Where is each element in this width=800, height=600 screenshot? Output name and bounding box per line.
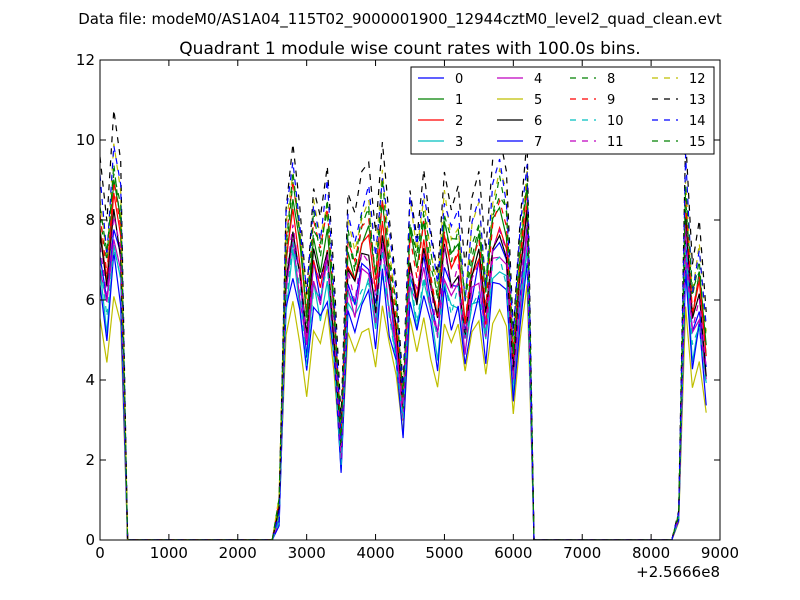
plot-lines [100,109,707,540]
series-line-13 [100,109,707,540]
y-tick-label: 4 [85,371,95,389]
legend-box [410,66,715,155]
legend-label-5: 5 [534,93,542,108]
y-tick-label: 8 [85,211,95,229]
x-tick-label: 9000 [701,544,739,562]
legend-label-4: 4 [534,72,542,87]
x-tick-label: 0 [95,544,105,562]
axes: 0 1000 2000 3000 4000 5000 6000 7000 8000 9000 0 2 4… [76,51,739,562]
series-line-8 [100,163,707,540]
series-line-15 [100,171,707,540]
legend-label-12: 12 [689,72,706,87]
x-tick-label: 8000 [632,544,670,562]
x-tick-label: 6000 [494,544,532,562]
legend-label-6: 6 [534,114,542,129]
x-tick-label: 2000 [219,544,257,562]
legend-label-9: 9 [607,93,615,108]
legend-label-3: 3 [455,135,463,150]
series-line-1 [100,179,707,540]
series-line-9 [100,181,707,540]
legend-label-11: 11 [607,135,624,150]
x-tick-label: 4000 [356,544,394,562]
series-line-7 [100,251,707,540]
y-tick-label: 12 [76,51,95,69]
x-tick-label: 3000 [288,544,326,562]
legend-label-1: 1 [455,93,463,108]
legend-label-15: 15 [689,135,706,150]
y-tick-label: 10 [76,131,95,149]
x-tick-label: 1000 [150,544,188,562]
legend-label-8: 8 [607,72,615,87]
y-tick-label: 0 [85,531,95,549]
figure-suptitle: Data file: modeM0/AS1A04_115T02_90000019… [78,10,722,29]
legend-label-10: 10 [607,114,624,129]
x-tick-label: 7000 [563,544,601,562]
series-line-14 [100,145,707,540]
chart-title: Quadrant 1 module wise count rates with … [179,39,640,59]
x-tick-label: 5000 [425,544,463,562]
series-line-2 [100,192,707,540]
series-line-12 [100,143,707,540]
legend-label-0: 0 [455,72,463,87]
y-tick-label: 2 [85,451,95,469]
legend-label-7: 7 [534,135,542,150]
legend-label-14: 14 [689,114,706,129]
x-offset-label: +2.5666e8 [636,563,720,581]
legend-label-13: 13 [689,93,706,108]
y-tick-label: 6 [85,291,95,309]
series-line-4 [100,229,707,540]
series-line-6 [100,209,707,540]
legend-label-2: 2 [455,114,463,129]
